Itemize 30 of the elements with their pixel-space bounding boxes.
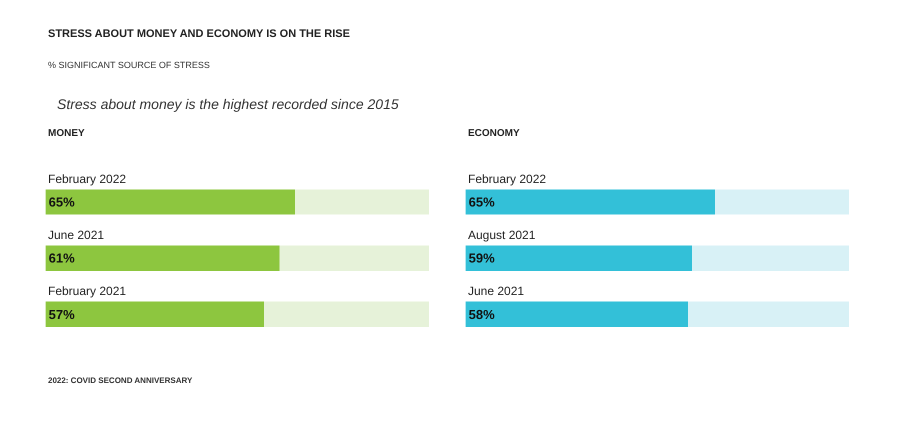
bar — [688, 302, 850, 327]
bar — [46, 189, 295, 215]
data-label: 61% — [48, 250, 76, 266]
bar — [294, 189, 430, 215]
bar — [280, 246, 430, 271]
bar — [466, 246, 692, 271]
bar — [692, 246, 850, 271]
bar — [46, 302, 264, 327]
data-label: 58% — [468, 306, 496, 322]
text: STRESS ABOUT MONEY AND ECONOMY IS ON THE RISE — [48, 28, 350, 40]
text: % SIGNIFICANT SOURCE OF STRESS — [48, 60, 210, 70]
category-label: February 2022 — [48, 172, 126, 186]
data-label: 65% — [468, 194, 496, 210]
category-label: June 2021 — [468, 284, 524, 298]
data-label: 57% — [48, 306, 76, 322]
bar — [264, 302, 430, 327]
data-label: 59% — [468, 250, 496, 266]
bar — [714, 189, 850, 215]
text: 2022: COVID SECOND ANNIVERSARY — [48, 376, 193, 385]
category-label: February 2022 — [468, 172, 546, 186]
category-label: June 2021 — [48, 228, 104, 242]
text: Stress about money is the highest recorded since 2015 — [57, 96, 399, 112]
bar — [46, 246, 280, 271]
chart-title: MONEY — [48, 128, 85, 139]
bar — [466, 302, 688, 327]
bar — [466, 189, 715, 215]
chart-title: ECONOMY — [468, 128, 520, 139]
category-label: August 2021 — [468, 228, 536, 242]
data-label: 65% — [48, 194, 76, 210]
category-label: February 2021 — [48, 284, 126, 298]
